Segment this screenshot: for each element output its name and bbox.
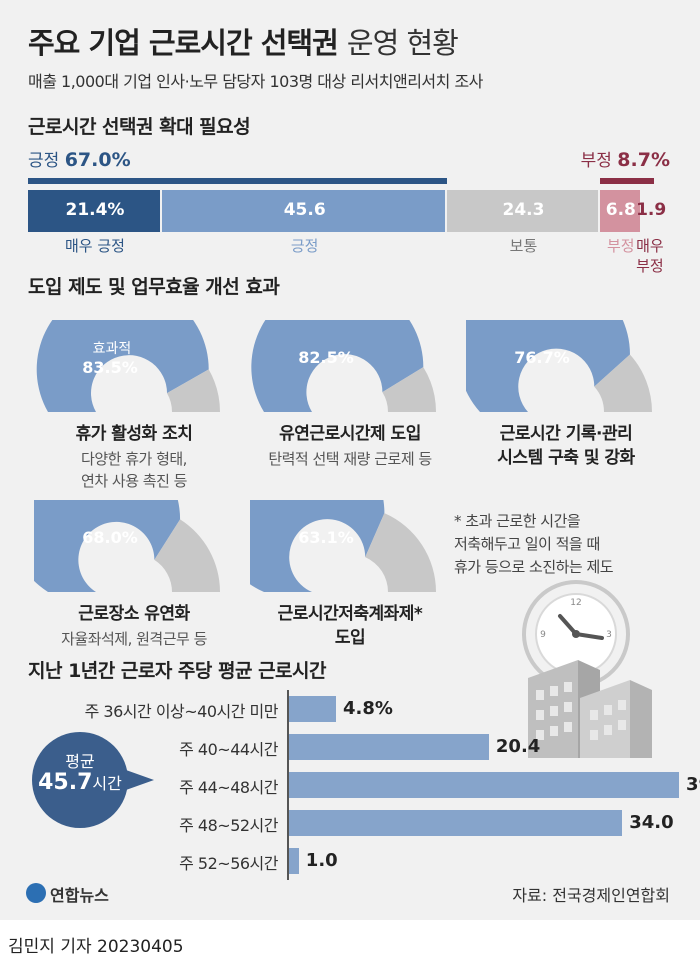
stacked-category-label: 매우 긍정 [64,237,125,255]
gauge-description: 자율좌석제, 원격근무 등 [61,630,207,648]
positive-bracket [28,178,448,184]
svg-text:9: 9 [540,630,546,640]
section-title-effect: 도입 제도 및 업무효율 개선 효과 [28,276,280,298]
gauge-chart [34,500,220,592]
gauge-title: 근로시간 기록·관리 시스템 구축 및 강화 [497,424,635,468]
hours-axis-line [287,690,289,880]
yonhap-logo-icon [26,883,46,903]
byline: 김민지 기자 20230405 [8,937,184,957]
stacked-segment [447,190,598,232]
hours-bar-value: 39.8 [686,774,700,795]
svg-text:12: 12 [570,598,581,608]
gauge-chart [250,500,436,592]
section-title-necessity: 근로시간 선택권 확대 필요성 [28,116,251,138]
hours-bar [289,810,623,836]
hours-bar-value: 20.4 [495,736,541,757]
page-title-light: 운영 현황 [346,26,459,60]
gauge-value: 76.7% [514,348,570,367]
gauge-value: 63.1% [298,528,354,547]
gauge-rest-arc [594,354,652,412]
negative-total-value: 8.7% [617,149,670,171]
logo-text: 연합뉴스 [50,886,109,905]
gauge-chart [251,320,436,412]
hours-category-label: 주 48~52시간 [179,816,278,835]
stacked-bar-categories: 매우 긍정 긍정 보통 부정 매우 부정 [28,236,664,280]
hours-category-label: 주 44~48시간 [179,778,278,797]
stacked-segment-value: 6.8 [605,200,636,220]
hours-bar [289,772,680,798]
stacked-segment-value: 1.9 [636,200,667,220]
page-title: 주요 기업 근로시간 선택권 운영 현황 [28,26,459,60]
hours-bar [289,734,489,760]
hours-category-label: 주 52~56시간 [179,854,278,873]
gauge-rest-arc [154,519,220,592]
gauge-effective-arc [251,320,424,412]
stacked-segment-value: 24.3 [502,200,545,220]
source-text: 자료: 전국경제인연합회 [512,886,670,905]
gauge-description: 다양한 휴가 형태, 연차 사용 촉진 등 [81,450,187,490]
gauge-title: 근로시간저축계좌제* 도입 [277,604,423,648]
section-title-hours: 지난 1년간 근로자 주당 평균 근로시간 [28,660,327,682]
gauge-rest-arc [382,367,436,412]
clock-building-icon: 12 3 9 [522,580,652,758]
stacked-segment [599,190,641,232]
gauge-description: 탄력적 선택 재량 근로제 등 [268,450,432,468]
hours-bar-value: 4.8% [343,698,393,719]
gauge-chart [466,320,652,412]
gauge-effective-arc [34,500,181,592]
stacked-bar: 21.4% 45.6 24.3 6.8 1.9 [28,190,666,232]
gauge-effective-arc [36,320,209,412]
negative-total-label: 부정 8.7% [580,149,670,171]
gauge-value: 83.5% [82,358,138,377]
gauge-prefix: 효과적 [92,341,132,357]
infographic-card: 주요 기업 근로시간 선택권 운영 현황 매출 1,000대 기업 인사·노무 … [0,0,700,920]
gauge-rest-arc [365,513,436,592]
gauge-value: 82.5% [298,348,354,367]
average-value: 45.7시간 [38,770,122,795]
svg-text:3: 3 [606,630,612,640]
hours-bar [289,696,337,722]
gauge-effective-arc [250,500,385,592]
gauge-effective-arc [466,320,630,412]
gauge-title: 휴가 활성화 조치 [75,424,193,444]
average-label: 평균 [65,752,95,771]
hours-category-label: 주 40~44시간 [179,740,278,759]
hours-bar-chart: 주 36시간 이상~40시간 미만 4.8% 주 40~44시간 20.4 주 44~4… [0,690,700,890]
hours-category-label: 주 36시간 이상~40시간 미만 [84,702,279,721]
average-badge-shape [32,732,154,828]
stacked-segment-value: 21.4% [65,200,125,220]
gauge-chart [36,320,220,412]
stacked-segment [161,190,446,232]
gauge-title: 근로장소 유연화 [78,604,190,624]
gauge-value: 68.0% [82,528,138,547]
gauge-rest-arc [167,369,220,412]
stacked-segment [28,190,160,232]
stacked-category-label: 긍정 [290,237,319,255]
footnote: * 초과 근로한 시간을 저축해두고 일이 적을 때 휴가 등으로 소진하는 제… [454,512,614,576]
positive-total-value: 67.0% [64,149,131,171]
positive-total-label: 긍정 67.0% [28,149,131,171]
negative-bracket [599,178,654,184]
stacked-category-label: 매우 부정 [636,237,664,275]
page-subtitle: 매출 1,000대 기업 인사·노무 담당자 103명 대상 리서치앤리서치 조… [28,72,483,91]
hours-bar [289,848,299,874]
gauge-title: 유연근로시간제 도입 [279,424,421,444]
stacked-category-label: 보통 [509,237,538,255]
hours-bar-value: 34.0 [629,812,674,833]
stacked-segment-value: 45.6 [283,200,326,220]
stacked-category-label: 부정 [607,237,635,255]
hours-bar-value: 1.0 [305,850,338,871]
